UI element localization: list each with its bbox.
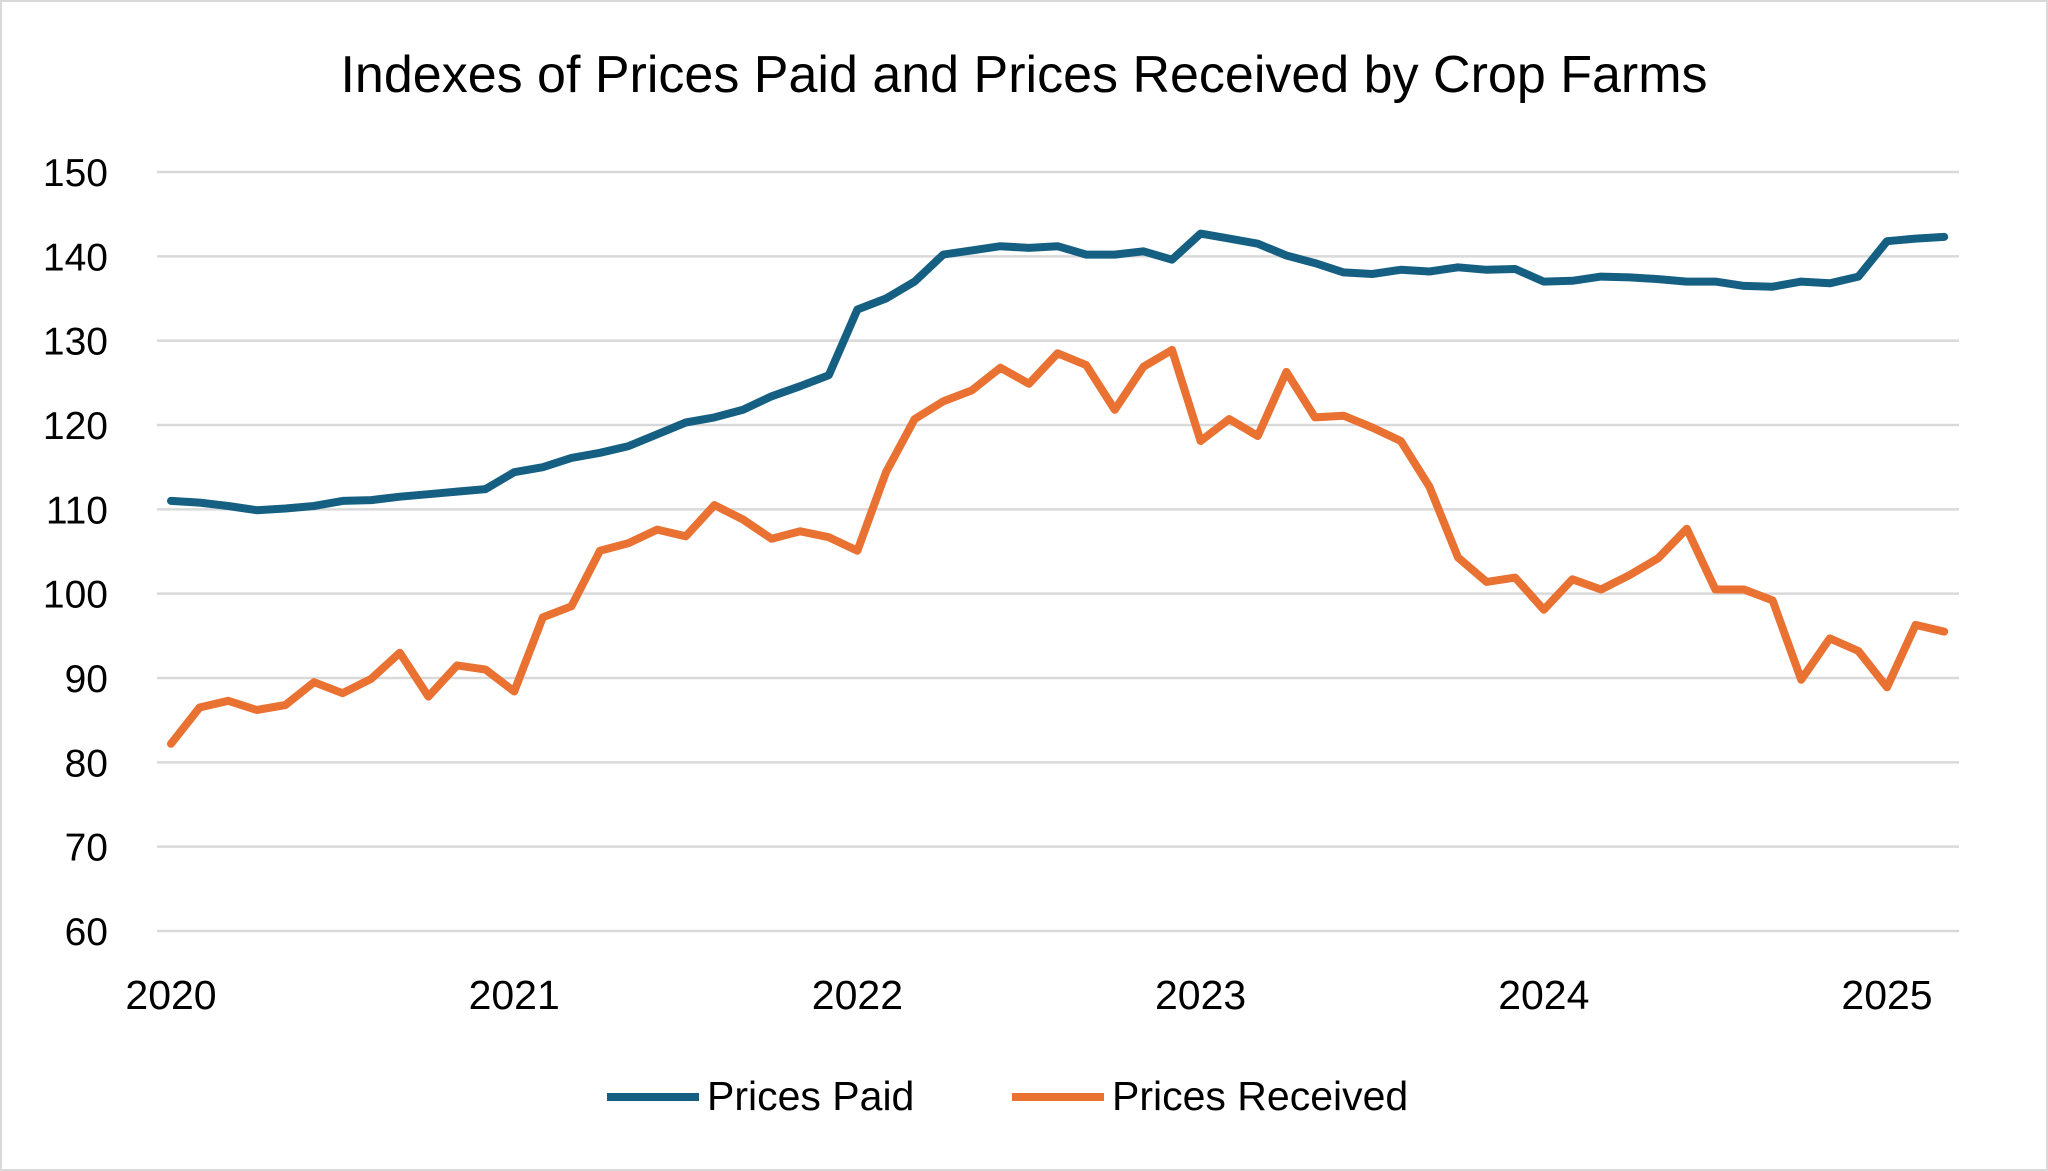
x-axis-ticks: 2020 2021 2022 2023 2024 2025 [125,972,1932,1018]
x-tick-label: 2020 [125,972,216,1018]
y-tick-label: 60 [65,911,108,954]
x-tick-label: 2021 [469,972,560,1018]
legend-label-prices-paid: Prices Paid [707,1073,914,1119]
x-tick-label: 2024 [1498,972,1589,1018]
series-line-prices-paid [167,229,1949,515]
y-tick-label: 110 [46,489,108,532]
y-axis-ticks: 60 70 80 90 100 110 120 130 140 150 [43,152,108,954]
y-tick-label: 80 [65,742,108,785]
y-tick-label: 120 [43,405,108,448]
gridlines [157,170,1959,933]
legend: Prices Paid Prices Received [607,1073,1408,1119]
legend-label-prices-received: Prices Received [1112,1073,1408,1119]
y-tick-label: 130 [43,321,108,364]
y-tick-label: 140 [43,236,108,279]
y-tick-label: 100 [43,574,108,617]
series-lines [167,229,1949,748]
chart-title: Indexes of Prices Paid and Prices Receiv… [340,46,1707,104]
y-tick-label: 150 [43,152,108,195]
x-tick-label: 2022 [812,972,903,1018]
series-line-prices-received [167,345,1949,748]
y-tick-label: 70 [65,827,108,870]
x-tick-label: 2025 [1841,972,1932,1018]
x-tick-label: 2023 [1155,972,1246,1018]
y-tick-label: 90 [65,658,108,701]
